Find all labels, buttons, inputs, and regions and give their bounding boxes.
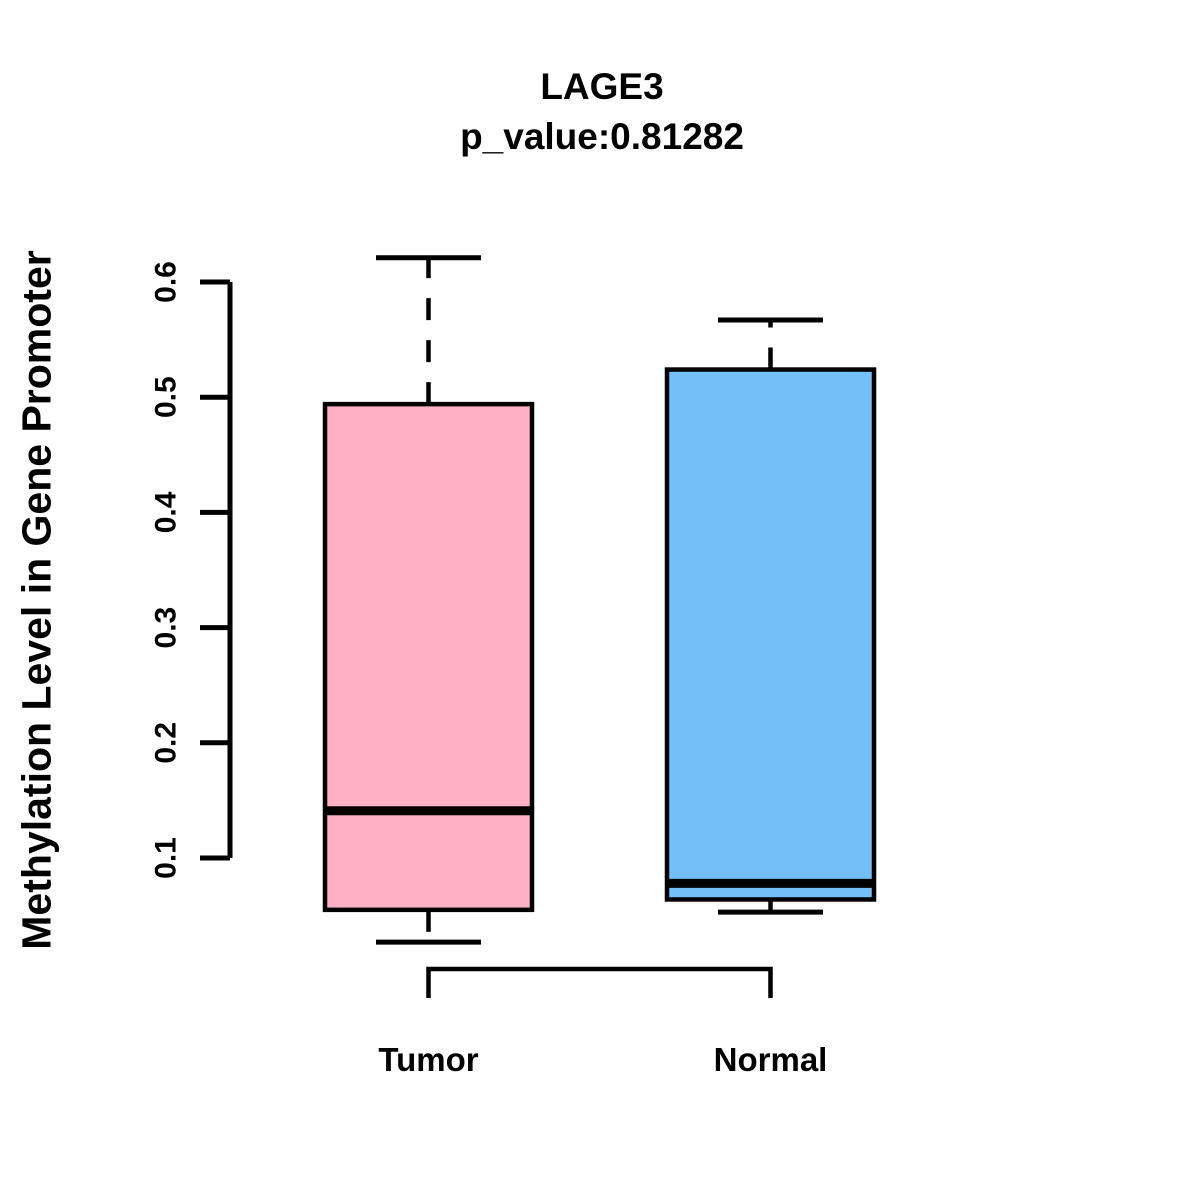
- y-tick-label: 0.1: [150, 837, 183, 879]
- x-category-label-tumor: Tumor: [378, 1041, 478, 1078]
- box-tumor: [322, 401, 535, 913]
- comparison-bracket: [426, 966, 773, 998]
- chart-title: LAGE3: [540, 66, 664, 107]
- box-normal: [664, 367, 877, 902]
- chart-subtitle: p_value:0.81282: [460, 116, 744, 157]
- y-tick-label: 0.3: [150, 607, 183, 649]
- y-tick-label: 0.4: [150, 491, 183, 533]
- chart-titles: LAGE3 p_value:0.81282: [460, 62, 744, 162]
- y-tick-label: 0.5: [150, 376, 183, 418]
- x-category-label-normal: Normal: [714, 1041, 828, 1078]
- y-tick-label: 0.6: [150, 261, 183, 303]
- y-tick-label: 0.2: [150, 722, 183, 764]
